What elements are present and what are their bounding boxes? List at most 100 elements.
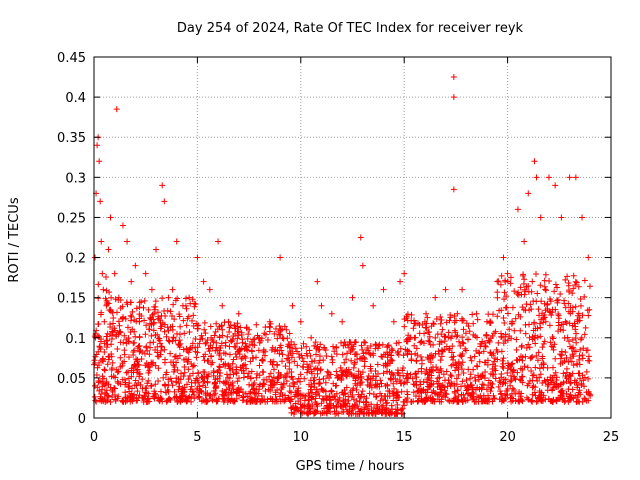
data-point	[542, 287, 549, 294]
data-point	[232, 325, 239, 332]
data-point	[341, 339, 348, 346]
data-point	[339, 318, 346, 325]
data-point	[460, 326, 467, 333]
data-point	[134, 345, 141, 352]
data-point	[533, 374, 540, 381]
data-point	[311, 374, 318, 381]
data-point	[469, 311, 476, 318]
data-point	[276, 331, 283, 338]
data-point	[230, 356, 237, 363]
data-point	[299, 410, 306, 417]
data-point	[270, 366, 277, 373]
data-point	[473, 398, 480, 405]
data-point	[329, 359, 336, 366]
data-point	[418, 368, 425, 375]
data-point	[195, 370, 202, 377]
data-point	[359, 262, 366, 269]
data-point	[172, 337, 179, 344]
data-point	[111, 270, 118, 277]
data-point	[481, 397, 488, 404]
data-point	[534, 290, 541, 297]
data-point	[426, 369, 433, 376]
data-point	[256, 372, 263, 379]
data-point	[527, 377, 534, 384]
data-point	[473, 310, 480, 317]
data-point	[165, 294, 172, 301]
data-point	[130, 351, 137, 358]
data-point	[356, 398, 363, 405]
data-point	[128, 313, 135, 320]
data-point	[417, 339, 424, 346]
data-point	[401, 402, 408, 409]
data-point	[580, 377, 587, 384]
data-point	[517, 396, 524, 403]
data-point	[476, 350, 483, 357]
data-point	[565, 308, 572, 315]
data-point	[467, 375, 474, 382]
data-point	[273, 361, 280, 368]
data-point	[412, 393, 419, 400]
data-point	[277, 254, 284, 261]
data-point	[216, 363, 223, 370]
data-point	[213, 344, 220, 351]
data-point	[322, 346, 329, 353]
data-point	[119, 222, 126, 229]
data-point	[501, 296, 508, 303]
data-point	[155, 377, 162, 384]
data-point	[144, 380, 151, 387]
data-point	[365, 347, 372, 354]
data-point	[333, 404, 340, 411]
data-point	[341, 387, 348, 394]
data-point	[304, 402, 311, 409]
data-point	[119, 362, 126, 369]
data-point	[289, 404, 296, 411]
data-point	[246, 326, 253, 333]
data-point	[475, 349, 482, 356]
data-point	[450, 94, 457, 101]
data-point	[524, 364, 531, 371]
data-point	[529, 278, 536, 285]
data-point	[482, 368, 489, 375]
data-point	[500, 355, 507, 362]
data-point	[463, 376, 470, 383]
data-point	[516, 397, 523, 404]
data-point	[500, 365, 507, 372]
data-point	[179, 390, 186, 397]
data-point	[122, 394, 129, 401]
data-point	[538, 316, 545, 323]
data-point	[377, 390, 384, 397]
y-tick-label: 0.15	[57, 292, 86, 307]
data-point	[172, 353, 179, 360]
data-point	[148, 286, 155, 293]
data-point	[227, 365, 234, 372]
data-point	[95, 320, 102, 327]
data-point	[498, 348, 505, 355]
data-point	[446, 317, 453, 324]
data-point	[494, 349, 501, 356]
data-point	[509, 318, 516, 325]
data-point	[585, 397, 592, 404]
data-point	[531, 158, 538, 165]
data-point	[267, 378, 274, 385]
data-point	[288, 354, 295, 361]
data-point	[306, 401, 313, 408]
data-point	[525, 380, 532, 387]
data-point	[575, 370, 582, 377]
data-point	[145, 369, 152, 376]
data-point	[331, 348, 338, 355]
data-point	[367, 379, 374, 386]
data-point	[447, 372, 454, 379]
data-point	[305, 390, 312, 397]
data-point	[167, 375, 174, 382]
data-point	[195, 394, 202, 401]
data-point	[229, 360, 236, 367]
data-point	[323, 402, 330, 409]
data-point	[480, 348, 487, 355]
data-point	[136, 299, 143, 306]
data-point	[277, 342, 284, 349]
data-point	[436, 383, 443, 390]
data-point	[183, 322, 190, 329]
data-point	[269, 398, 276, 405]
data-point	[515, 289, 522, 296]
data-point	[151, 388, 158, 395]
